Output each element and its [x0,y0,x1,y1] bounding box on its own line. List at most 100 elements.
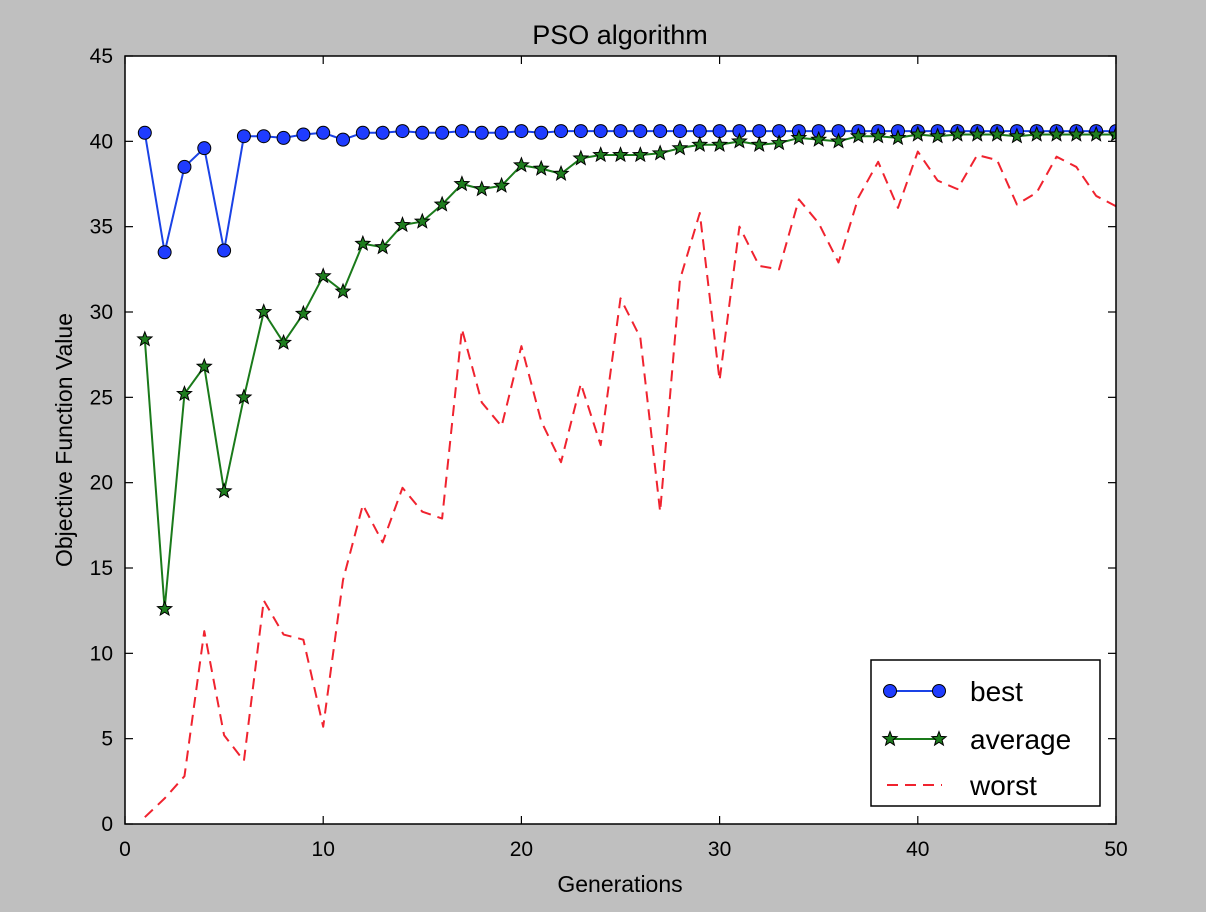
y-tick-label-9: 45 [90,45,113,68]
ticks-layer: 0 10 20 30 40 50 0 5 10 15 20 25 30 35 40 45 [90,45,1128,861]
point-average-48 [1067,125,1085,142]
point-average-34 [790,129,808,146]
x-tick-label-4: 40 [906,838,929,861]
point-average-28 [671,139,689,156]
point-average-8 [275,333,293,350]
point-best-12 [355,125,370,140]
legend-label-best: best [970,676,1023,707]
point-average-42 [948,125,966,142]
y-tick-label-1: 5 [101,728,113,751]
point-average-16 [433,195,451,212]
point-average-31 [730,132,748,149]
point-best-24 [593,124,608,139]
point-average-20 [512,156,530,173]
y-tick-label-3: 15 [90,557,113,580]
point-best-18 [474,125,489,140]
point-average-24 [592,146,610,163]
point-average-32 [750,135,768,152]
legend-marker-best-b [932,684,946,698]
point-best-32 [752,124,767,139]
point-average-35 [810,130,828,147]
legend: best average worst [870,659,1101,807]
legend-entry-average: average [881,724,1071,755]
point-average-22 [552,164,570,181]
point-average-19 [493,176,511,193]
point-average-5 [215,482,233,499]
legend-marker-average-b [930,730,948,747]
point-best-10 [316,125,331,140]
point-average-2 [156,600,174,617]
point-best-28 [672,124,687,139]
point-average-15 [413,212,431,229]
series-average [136,125,1116,617]
point-best-2 [157,245,172,260]
point-average-13 [374,238,392,255]
point-average-36 [830,132,847,149]
x-tick-label-3: 30 [708,838,731,861]
point-best-13 [375,125,390,140]
y-tick-label-8: 40 [90,130,113,153]
point-best-22 [554,124,569,139]
point-average-45 [1008,127,1026,144]
x-axis-label: Generations [557,871,682,897]
point-best-17 [454,124,469,139]
point-average-50 [1107,125,1116,142]
y-tick-label-4: 20 [90,472,113,495]
point-best-11 [336,132,351,147]
legend-marker-average-a [881,730,899,747]
point-average-38 [869,127,887,144]
series-worst [144,150,1116,818]
point-average-14 [394,216,411,233]
point-best-14 [395,124,410,139]
point-average-10 [314,267,332,284]
legend-marker-best-a [883,684,897,698]
point-average-9 [294,304,312,321]
y-axis-label: Objective Function Value [51,313,77,567]
point-average-40 [909,125,927,142]
x-tick-label-0: 0 [119,838,131,861]
point-best-29 [692,124,707,139]
point-average-39 [889,129,907,146]
point-average-21 [532,159,550,176]
point-average-18 [473,180,491,197]
point-best-15 [415,125,430,140]
series-layer [136,124,1116,818]
point-best-26 [633,124,648,139]
point-average-12 [354,234,372,251]
point-average-23 [572,149,590,166]
point-best-7 [256,129,271,144]
point-average-47 [1048,125,1065,142]
point-best-19 [494,125,509,140]
point-average-1 [136,330,154,347]
point-best-23 [573,124,588,139]
series-line-worst [144,150,1116,818]
point-best-30 [712,124,727,139]
point-best-8 [276,130,291,145]
point-best-3 [177,159,192,174]
point-best-16 [435,125,450,140]
chart-title: PSO algorithm [532,20,708,50]
point-best-25 [613,124,628,139]
point-average-27 [651,144,669,161]
point-average-46 [1028,125,1046,142]
point-best-1 [137,125,152,140]
legend-entry-best: best [883,676,1023,707]
legend-label-average: average [970,724,1071,755]
point-average-33 [770,134,788,151]
point-average-3 [176,385,193,402]
x-tick-label-2: 20 [510,838,533,861]
point-average-7 [255,303,273,320]
point-average-44 [988,125,1006,142]
x-tick-label-1: 10 [312,838,335,861]
point-average-17 [453,175,471,192]
point-best-9 [296,127,311,142]
point-best-27 [653,124,668,139]
point-best-5 [217,243,232,258]
point-best-6 [236,129,251,144]
legend-entry-worst: worst [887,770,1037,801]
point-average-29 [691,135,709,152]
point-average-25 [612,146,629,163]
point-best-4 [197,141,212,156]
point-average-30 [711,135,729,152]
